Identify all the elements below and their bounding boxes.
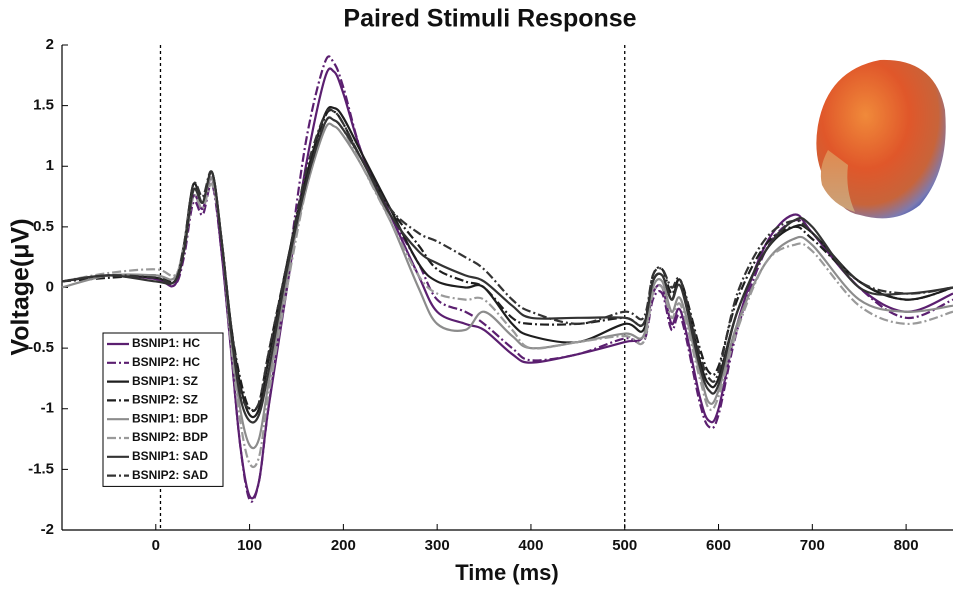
x-tick-label: 800 bbox=[894, 537, 919, 554]
y-tick-label: 2 bbox=[46, 36, 54, 53]
x-tick-label: 700 bbox=[800, 537, 825, 554]
legend-box bbox=[102, 332, 224, 487]
y-tick-label: 1 bbox=[46, 157, 54, 174]
chart-title: Paired Stimuli Response bbox=[343, 5, 636, 33]
y-tick-label: -2 bbox=[41, 521, 54, 538]
series-line bbox=[61, 108, 953, 412]
head-topography bbox=[816, 59, 946, 219]
y-tick-label: -1.5 bbox=[28, 460, 54, 477]
y-tick-label: 0 bbox=[46, 278, 54, 295]
x-tick-label: 200 bbox=[331, 537, 356, 554]
x-tick-label: 0 bbox=[152, 537, 160, 554]
y-tick-label: -1 bbox=[41, 400, 54, 417]
legend-label: BSNIP2: BDP bbox=[132, 430, 208, 444]
y-axis-label: Voltage(μV) bbox=[7, 218, 35, 355]
x-tick-label: 400 bbox=[518, 537, 543, 554]
legend-label: BSNIP1: BDP bbox=[132, 411, 208, 425]
x-axis-label: Time (ms) bbox=[455, 560, 559, 585]
legend-label: BSNIP1: SZ bbox=[132, 374, 198, 388]
legend-label: BSNIP2: SAD bbox=[132, 468, 208, 482]
head-shape bbox=[816, 59, 946, 219]
face-shape bbox=[820, 150, 855, 212]
legend-label: BSNIP2: HC bbox=[132, 355, 200, 369]
x-tick-label: 500 bbox=[612, 537, 637, 554]
legend-label: BSNIP1: SAD bbox=[132, 449, 208, 463]
legend-label: BSNIP2: SZ bbox=[132, 393, 198, 407]
x-tick-label: 600 bbox=[706, 537, 731, 554]
x-tick-label: 300 bbox=[425, 537, 450, 554]
x-tick-label: 100 bbox=[237, 537, 262, 554]
y-tick-label: 0.5 bbox=[33, 218, 54, 235]
y-tick-label: 1.5 bbox=[33, 97, 54, 114]
y-tick-label: -0.5 bbox=[28, 339, 54, 356]
legend-label: BSNIP1: HC bbox=[132, 336, 200, 350]
